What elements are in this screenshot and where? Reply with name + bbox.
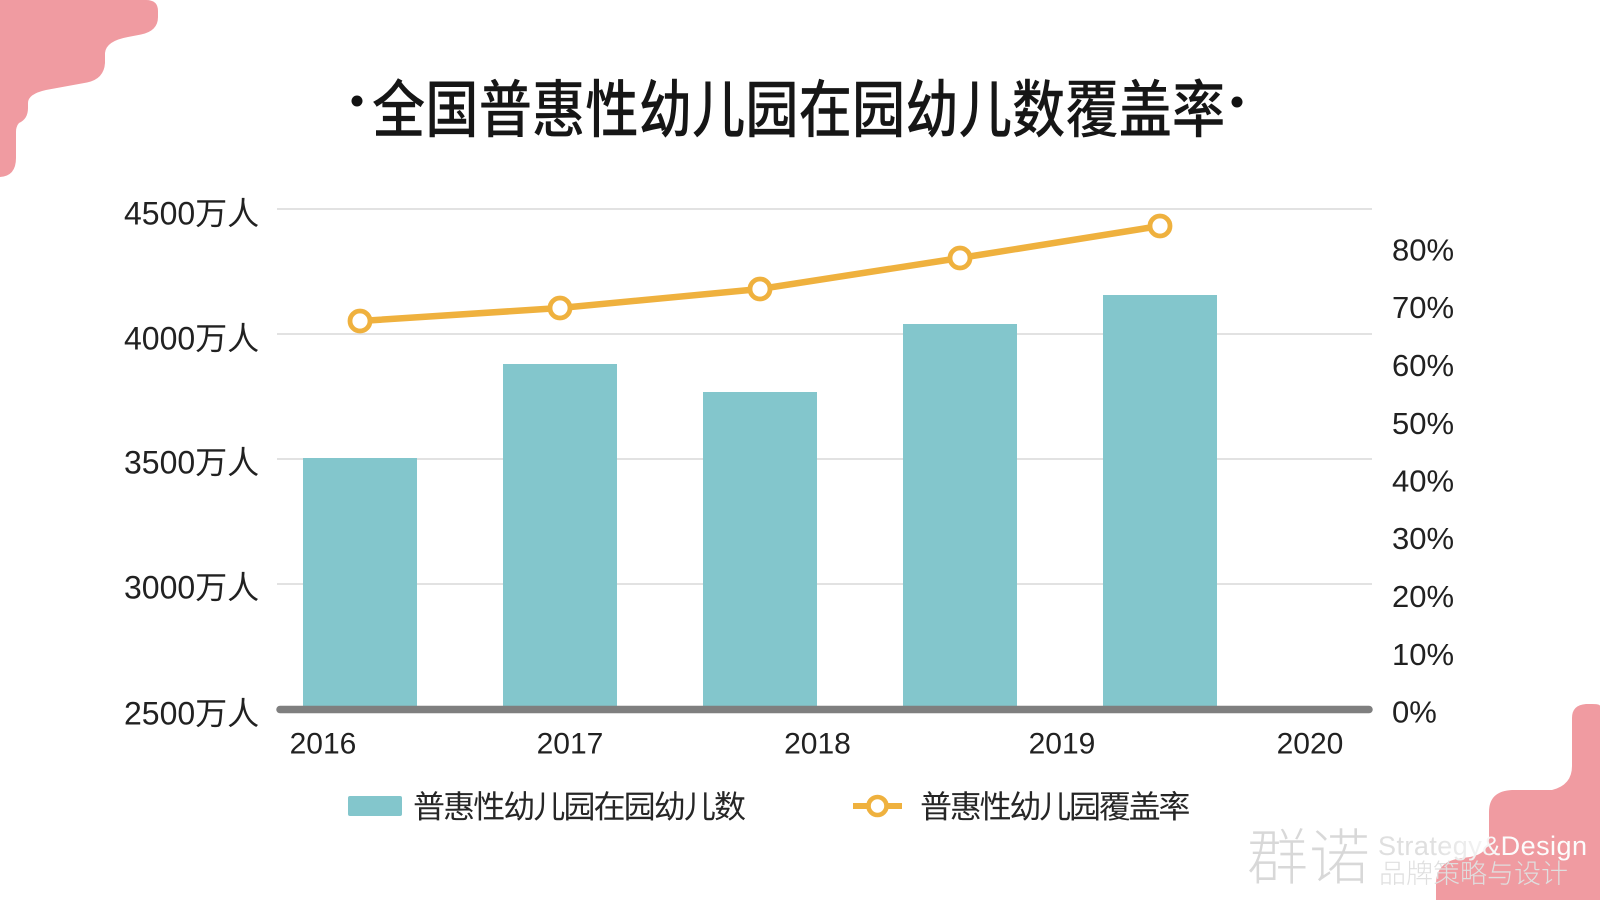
svg-text:20%: 20% <box>1392 579 1454 614</box>
svg-text:2019: 2019 <box>1029 728 1096 761</box>
svg-text:Strategy&Design: Strategy&Design <box>1378 831 1587 861</box>
svg-text:0%: 0% <box>1392 695 1437 730</box>
svg-text:4000: 4000 <box>124 321 195 357</box>
svg-text:3500: 3500 <box>124 445 195 481</box>
svg-text:2017: 2017 <box>537 728 604 761</box>
svg-text:2016: 2016 <box>290 728 357 761</box>
svg-text:2018: 2018 <box>784 728 851 761</box>
svg-text:2500: 2500 <box>124 696 195 732</box>
svg-text:50%: 50% <box>1392 406 1454 441</box>
svg-text:3000: 3000 <box>124 570 195 606</box>
svg-text:2020: 2020 <box>1277 728 1344 761</box>
svg-text:60%: 60% <box>1392 348 1454 383</box>
svg-text:4500: 4500 <box>124 196 195 232</box>
svg-text:10%: 10% <box>1392 637 1454 672</box>
svg-text:70%: 70% <box>1392 290 1454 325</box>
svg-text:40%: 40% <box>1392 464 1454 499</box>
svg-text:80%: 80% <box>1392 233 1454 268</box>
svg-text:30%: 30% <box>1392 521 1454 556</box>
